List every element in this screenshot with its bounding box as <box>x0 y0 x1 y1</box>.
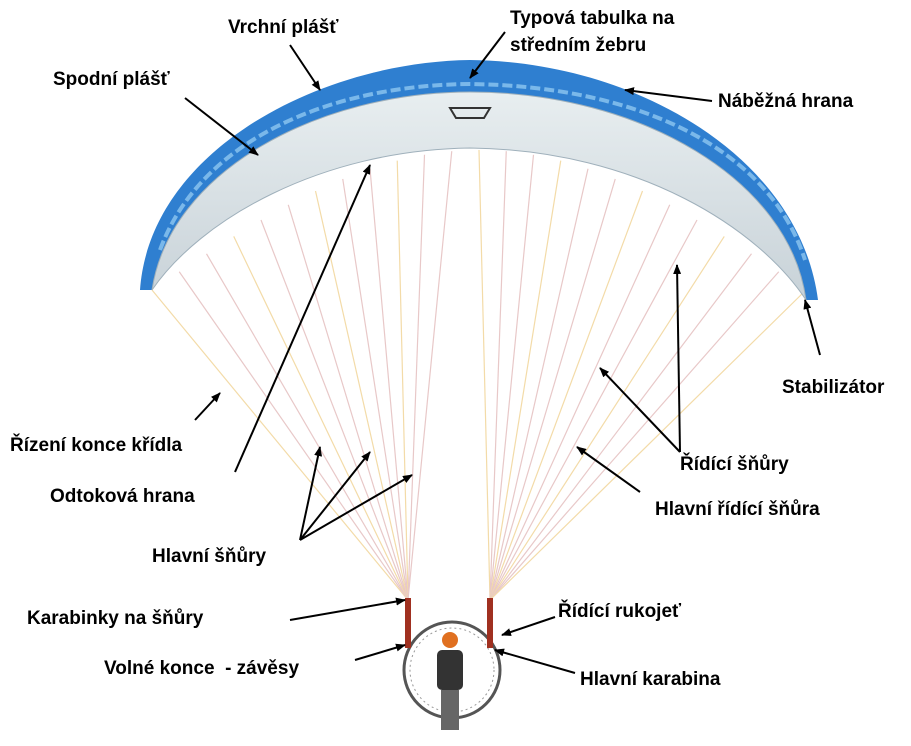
label: Karabinky na šňůry <box>27 608 204 629</box>
label: Řídící šňůry <box>680 453 789 475</box>
label: Hlavní karabina <box>580 669 721 690</box>
label: Vrchní plášť <box>228 17 339 38</box>
label: Hlavní šňůry <box>152 546 266 567</box>
arrow <box>495 650 575 673</box>
arrow <box>300 475 412 540</box>
label: Hlavní řídící šňůra <box>655 499 820 520</box>
wing-underside <box>152 92 806 300</box>
arrow <box>502 617 555 635</box>
line <box>490 191 643 600</box>
line <box>490 272 779 600</box>
label: středním žebru <box>510 35 646 56</box>
line <box>490 290 806 600</box>
label: Odtoková hrana <box>50 486 195 507</box>
risers-left <box>405 598 411 648</box>
line <box>479 150 490 600</box>
pilot-body <box>437 650 463 690</box>
pilot-helmet <box>442 632 458 648</box>
line <box>343 179 408 600</box>
line <box>490 236 724 600</box>
label: Volné konce - závěsy <box>104 658 299 679</box>
arrow <box>355 645 405 660</box>
label: Spodní plášť <box>53 69 171 90</box>
arrow <box>805 300 820 355</box>
arrow <box>290 45 320 90</box>
label: Stabilizátor <box>782 377 885 398</box>
line <box>408 151 452 600</box>
arrow <box>235 165 370 472</box>
line <box>408 155 425 600</box>
pilot-legs <box>441 690 459 730</box>
arrow <box>290 600 405 620</box>
arrow <box>677 265 680 452</box>
suspension-lines <box>152 150 806 600</box>
label: Typová tabulka na <box>510 8 675 29</box>
arrow <box>300 452 370 540</box>
arrow <box>195 393 220 420</box>
label: Náběžná hrana <box>718 91 854 112</box>
label: Řízení konce křídla <box>10 434 183 456</box>
label: Řídící rukojeť <box>558 600 682 622</box>
line <box>490 179 615 600</box>
line <box>490 205 670 600</box>
risers-right <box>487 598 493 648</box>
arrow <box>577 447 640 492</box>
line <box>490 151 506 600</box>
diagram: Vrchní plášť Typová tabulka na středním že… <box>0 0 911 746</box>
